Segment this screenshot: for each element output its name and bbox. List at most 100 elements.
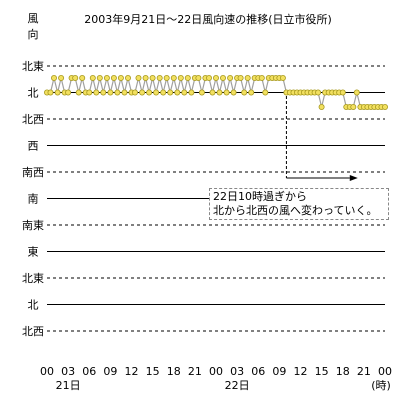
y-axis-top-char: 風 (28, 12, 39, 25)
data-point (58, 75, 65, 82)
data-point (223, 89, 230, 96)
data-point (209, 89, 216, 96)
data-point (100, 89, 107, 96)
gridlines (47, 65, 385, 332)
data-point (72, 75, 79, 82)
data-point (241, 89, 248, 96)
data-point (156, 75, 163, 82)
data-point (227, 75, 234, 82)
x-tick-label: 09 (103, 365, 117, 378)
data-point (160, 89, 167, 96)
data-point (142, 75, 149, 82)
data-point (350, 104, 357, 111)
data-point (117, 75, 124, 82)
data-point (93, 89, 100, 96)
direction-label: 東 (28, 246, 39, 259)
direction-label: 北東 (22, 272, 44, 285)
data-point (89, 75, 96, 82)
y-axis-top-char: 向 (28, 27, 39, 41)
annotation-box: 22日10時過ぎから 北から北西の風へ変わっていく。 (209, 188, 389, 220)
x-tick-label: 00 (209, 365, 223, 378)
annotation-line-2: 北から北西の風へ変わっていく。 (213, 204, 378, 217)
data-point (96, 75, 103, 82)
data-point (353, 89, 360, 96)
data-point (86, 89, 93, 96)
x-tick-label: 09 (272, 365, 286, 378)
data-point (65, 89, 72, 96)
data-point (149, 75, 156, 82)
data-point (198, 89, 205, 96)
data-point (153, 89, 160, 96)
data-point (205, 75, 212, 82)
plot-area (44, 75, 388, 111)
x-tick-label: 15 (315, 365, 329, 378)
direction-label: 北 (28, 299, 39, 312)
data-point (339, 89, 346, 96)
x-tick-label: 00 (378, 365, 392, 378)
data-point (79, 75, 86, 82)
direction-label: 北東 (22, 60, 44, 73)
x-tick-label: 18 (167, 365, 181, 378)
x-tick-label: 03 (61, 365, 75, 378)
data-point (107, 89, 114, 96)
data-point (103, 75, 110, 82)
data-point (54, 89, 61, 96)
data-point (174, 89, 181, 96)
data-point (195, 75, 202, 82)
data-point (258, 75, 265, 82)
x-tick-label: 21 (188, 365, 202, 378)
data-point (170, 75, 177, 82)
x-tick-label: 06 (82, 365, 96, 378)
data-point (381, 104, 388, 111)
x-unit-label: (時) (371, 379, 391, 392)
data-point (167, 89, 174, 96)
data-point (230, 89, 237, 96)
direction-label: 北西 (22, 113, 44, 126)
data-point (163, 75, 170, 82)
data-point (188, 89, 195, 96)
annotation-line-1: 22日10時過ぎから (213, 190, 307, 203)
data-point (181, 89, 188, 96)
data-point (131, 89, 138, 96)
data-point (212, 75, 219, 82)
y-axis-top-label: 風向 (28, 12, 39, 41)
data-point (177, 75, 184, 82)
direction-label: 西 (28, 140, 39, 153)
data-point (318, 104, 325, 111)
data-point (75, 89, 82, 96)
chart-title: 2003年9月21日～22日風向速の推移(日立市役所) (84, 12, 332, 26)
data-point (110, 75, 117, 82)
x-tick-label: 21 (357, 365, 371, 378)
direction-label: 北西 (22, 325, 44, 338)
data-point (237, 75, 244, 82)
data-point (315, 89, 322, 96)
day-label: 21日 (56, 379, 81, 392)
data-point (114, 89, 121, 96)
direction-label: 南東 (22, 219, 44, 232)
direction-label: 南 (28, 193, 39, 206)
data-point (219, 75, 226, 82)
annotation-arrow (285, 96, 358, 181)
day-label: 22日 (225, 379, 250, 392)
data-point (216, 89, 223, 96)
direction-label: 南西 (22, 166, 44, 179)
data-point (121, 89, 128, 96)
x-tick-label: 18 (336, 365, 350, 378)
data-point (262, 89, 269, 96)
x-tick-label: 03 (230, 365, 244, 378)
data-point (184, 75, 191, 82)
data-point (135, 75, 142, 82)
data-point (125, 75, 132, 82)
x-tick-label: 12 (294, 365, 308, 378)
x-tick-label: 00 (40, 365, 54, 378)
direction-label: 北 (28, 87, 39, 100)
data-point (279, 75, 286, 82)
x-tick-label: 06 (251, 365, 265, 378)
annotation-arrow-head (349, 175, 358, 181)
data-point (139, 89, 146, 96)
data-point (47, 89, 54, 96)
data-point (244, 75, 251, 82)
